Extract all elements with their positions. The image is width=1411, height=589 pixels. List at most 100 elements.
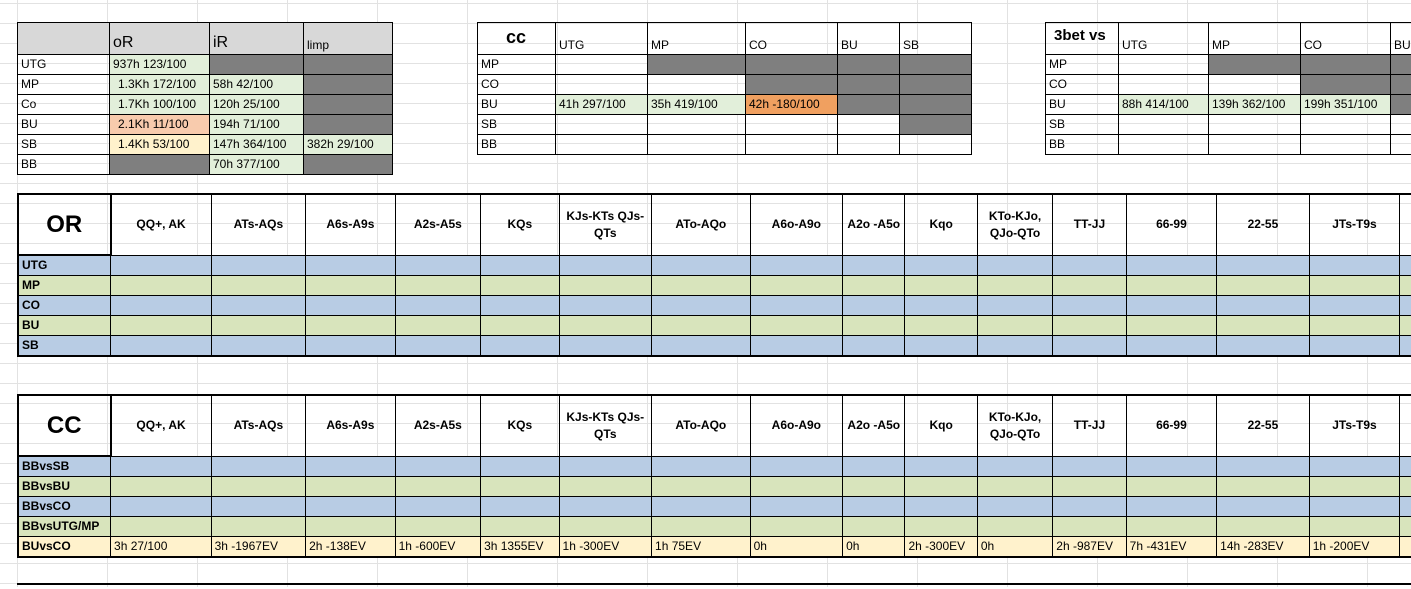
hand-col-header[interactable]: 22-55 [1217,194,1310,255]
row-label[interactable]: BU [478,95,556,115]
cc-grid-cell[interactable] [395,517,480,537]
or-grid-cell[interactable] [306,296,396,316]
or-grid-cell[interactable] [1217,316,1310,336]
cc-grid-cell[interactable]: 1h -200EV [1309,537,1400,558]
cell[interactable] [1119,115,1209,135]
cell[interactable]: 41h 297/100 [556,95,648,115]
hand-col-header[interactable]: 66-99 [1126,395,1217,456]
cc-grid-cell[interactable] [843,497,905,517]
cc-grid-cell[interactable] [211,477,306,497]
cell[interactable] [746,135,838,155]
cc-grid-cell[interactable]: 2h -138EV [306,537,396,558]
hand-col-header[interactable]: A2s-A5s [395,194,480,255]
cc-grid-cell[interactable] [306,456,396,477]
cc-grid-cell[interactable] [905,517,977,537]
cc-grid-cell[interactable] [111,497,212,517]
cell-or[interactable] [110,155,210,175]
cc-grid-cell[interactable]: 2h -987EV [1053,537,1126,558]
cc-grid-cell[interactable] [843,477,905,497]
cell[interactable] [556,55,648,75]
or-grid-cell[interactable] [652,276,751,296]
hand-col-header[interactable]: TT-JJ [1053,395,1126,456]
cell[interactable] [648,115,746,135]
cell[interactable] [838,75,900,95]
cell[interactable] [1391,135,1411,155]
cell-ir[interactable]: 147h 364/100 [210,135,304,155]
cc-grid-cell[interactable] [1400,477,1411,497]
cell[interactable] [900,55,972,75]
or-grid-cell[interactable] [559,296,652,316]
or-grid-cell[interactable] [1309,255,1400,276]
cell[interactable] [1209,115,1301,135]
or-grid-cell[interactable] [1400,255,1411,276]
hand-col-header[interactable]: A6o-A9o [750,194,843,255]
or-grid-cell[interactable] [395,316,480,336]
or-grid-cell[interactable] [1400,296,1411,316]
cc-grid-cell[interactable]: 3h -1967EV [211,537,306,558]
cell-limp[interactable] [304,155,393,175]
cc-grid-cell[interactable] [211,517,306,537]
cell-ir[interactable]: 70h 377/100 [210,155,304,175]
cc-grid-cell[interactable]: 0h [843,537,905,558]
or-grid-cell[interactable] [481,296,559,316]
cell[interactable] [1119,55,1209,75]
or-grid-cell[interactable] [750,255,843,276]
or-grid-cell[interactable] [1053,316,1126,336]
row-label[interactable]: SB [478,115,556,135]
or-grid-cell[interactable] [211,296,306,316]
hand-col-header[interactable]: 66-99 [1126,194,1217,255]
cell[interactable] [900,95,972,115]
hand-col-header[interactable]: ATo-AQo [652,194,751,255]
cc-grid-cell[interactable] [843,517,905,537]
row-label[interactable]: BB [18,155,110,175]
cc-grid-cell[interactable] [652,456,751,477]
hand-col-header[interactable]: QQ+, AK [111,194,212,255]
cell[interactable]: 139h 362/100 [1209,95,1301,115]
or-grid-cell[interactable] [1400,336,1411,357]
cc-grid-cell[interactable] [111,477,212,497]
cc-grid-cell[interactable] [1126,517,1217,537]
cc-grid-cell[interactable] [395,477,480,497]
hand-col-header[interactable]: KJs-KTs QJs-QTs [559,395,652,456]
or-grid-cell[interactable] [559,276,652,296]
cc-grid-cell[interactable] [652,477,751,497]
cell-or[interactable]: 937h 123/100 [110,55,210,75]
cc-grid-cell[interactable]: 0h [977,537,1052,558]
cell[interactable] [838,135,900,155]
cell-ir[interactable]: 120h 25/100 [210,95,304,115]
cc-grid-cell[interactable]: 2h -300EV [905,537,977,558]
cell-limp[interactable] [304,75,393,95]
or-grid-cell[interactable] [750,336,843,357]
cc-header[interactable]: UTG [556,23,648,55]
row-label[interactable]: CO [1046,75,1119,95]
cell[interactable] [900,75,972,95]
cc-grid-cell[interactable] [306,497,396,517]
cell[interactable] [900,135,972,155]
or-grid-cell[interactable] [111,336,212,357]
hand-col-header[interactable]: ATo-AQo [652,395,751,456]
threebet-header[interactable]: CO [1301,23,1391,55]
or-grid-cell[interactable] [843,316,905,336]
cc-grid-cell[interactable]: 3h 1355EV [481,537,559,558]
or-grid-cell[interactable] [111,316,212,336]
hand-col-header[interactable]: A6o-A9o [750,395,843,456]
or-grid-cell[interactable] [905,296,977,316]
row-label[interactable]: BU [18,115,110,135]
row-label[interactable]: MP [478,55,556,75]
cell[interactable]: 199h 351/100 [1301,95,1391,115]
or-grid-cell[interactable] [111,276,212,296]
or-grid-cell[interactable] [1400,276,1411,296]
cell[interactable]: 35h 419/100 [648,95,746,115]
or-grid-cell[interactable] [1217,296,1310,316]
cc-grid-cell[interactable] [1400,497,1411,517]
cc-grid-cell[interactable] [481,517,559,537]
or-grid-cell[interactable] [1309,296,1400,316]
cell[interactable] [1209,55,1301,75]
or-grid-cell[interactable] [1126,276,1217,296]
cc-grid-cell[interactable] [905,456,977,477]
cc-grid-cell[interactable] [481,456,559,477]
cc-grid-cell[interactable] [1217,456,1310,477]
or-grid-cell[interactable] [1053,276,1126,296]
cc-grid-cell[interactable] [977,497,1052,517]
row-label[interactable]: UTG [18,55,110,75]
